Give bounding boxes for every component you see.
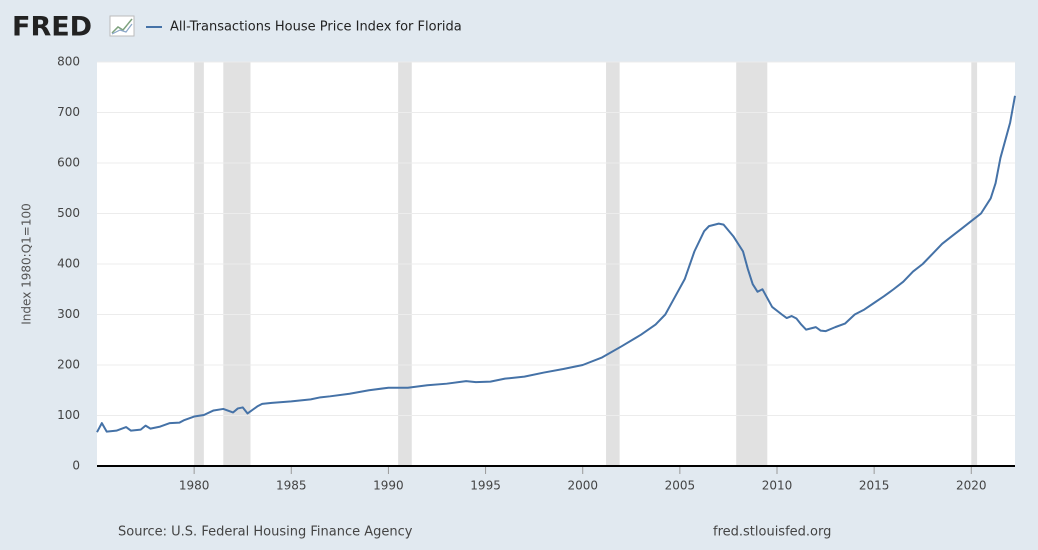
- source-note: Source: U.S. Federal Housing Finance Age…: [118, 525, 413, 540]
- y-tick-label: 700: [57, 105, 80, 119]
- x-tick-label: 2010: [762, 479, 793, 493]
- y-tick-label: 100: [57, 408, 80, 422]
- x-tick-label: 2020: [956, 479, 987, 493]
- x-tick-label: 1985: [276, 479, 307, 493]
- logo: FRED: [12, 12, 92, 43]
- x-tick-label: 1990: [373, 479, 404, 493]
- series-line: [96, 95, 1016, 433]
- y-tick-label: 200: [57, 358, 80, 372]
- y-tick-label: 500: [57, 206, 80, 220]
- y-tick-label: 300: [57, 307, 80, 321]
- y-tick-label: 800: [57, 55, 80, 69]
- x-tick-label: 2015: [859, 479, 890, 493]
- y-tick-label: 600: [57, 156, 80, 170]
- legend-label: All-Transactions House Price Index for F…: [170, 20, 462, 35]
- site-url: fred.stlouisfed.org: [713, 525, 831, 540]
- y-tick-label: 400: [57, 257, 80, 271]
- x-tick-label: 2005: [665, 479, 696, 493]
- x-tick-label: 1995: [470, 479, 501, 493]
- x-tick-label: 2000: [567, 479, 598, 493]
- logo-icon: [109, 15, 135, 37]
- y-tick-label: 0: [72, 459, 80, 473]
- x-tick-label: 1980: [179, 479, 210, 493]
- y-axis-label: Index 1980:Q1=100: [20, 203, 34, 324]
